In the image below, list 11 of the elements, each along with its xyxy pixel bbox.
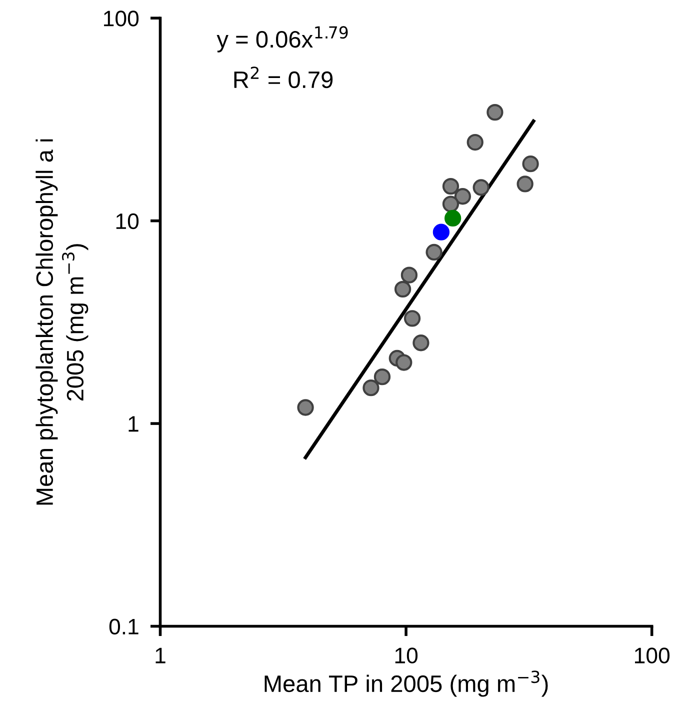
y-axis-title: Mean phytoplankton Chlorophyll a i 2005 (mg m$^{−3}$) [36,139,88,505]
x-tick-label: 1 [156,648,166,664]
y-tick-label: 1 [128,416,138,432]
annotation: y = 0.06x$^{1.79}$ [216,26,348,52]
y-tick-label: 0.1 [109,618,138,635]
x-tick-label: 10 [395,648,418,664]
annotation: R$^{2}$ = 0.79 [234,66,333,88]
x-tick-label: 100 [635,648,670,664]
y-tick-label: 100 [104,10,139,26]
x-axis-title: Mean TP in 2005 (mg m$^{−3}$) [264,670,548,697]
y-tick-label: 10 [116,213,139,230]
